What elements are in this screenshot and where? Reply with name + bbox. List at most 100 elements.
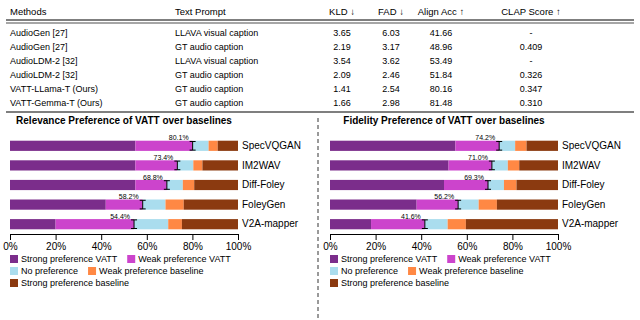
- table-cell: 0.326: [520, 70, 543, 80]
- chart-title: Relevance Preference of VATT over baseli…: [16, 115, 232, 126]
- y-tick: Diff-Foley: [558, 179, 605, 190]
- bar: [488, 180, 504, 190]
- y-tick-label: V2A-mapper: [562, 218, 619, 229]
- i-bar: [485, 181, 491, 190]
- i-bar: [131, 220, 137, 229]
- bar: [519, 160, 558, 170]
- table-cell: VATT-LLama-T (Ours): [10, 84, 98, 94]
- i-bar: [422, 220, 428, 229]
- y-tick: V2A-mapper: [558, 218, 619, 229]
- x-tick-mark: [147, 234, 148, 240]
- x-tick: 0%: [323, 234, 338, 252]
- i-bar-line: [422, 228, 428, 229]
- x-tick: 60%: [457, 234, 477, 252]
- chart-title: Fidelity Preference of VATT over baselin…: [343, 115, 545, 126]
- table-header: Text Prompt: [175, 6, 226, 17]
- bar: [499, 141, 515, 151]
- legend-entry: Strong preference VATT: [330, 254, 438, 264]
- table-cell: 41.66: [430, 28, 453, 38]
- table-cell: GT audio caption: [175, 98, 243, 108]
- table-rule: [6, 111, 634, 112]
- x-tick: 100%: [226, 234, 252, 252]
- legend-entry: Weak preference VATT: [447, 254, 551, 264]
- bar: [330, 160, 449, 170]
- plot-area: [330, 141, 558, 230]
- x-tick-mark: [558, 234, 559, 240]
- x-tick-label: 100%: [226, 241, 252, 252]
- i-bar-line: [190, 150, 196, 151]
- bar: [330, 200, 417, 210]
- bar: [193, 141, 209, 151]
- i-bar-line: [455, 200, 461, 201]
- divider: [318, 118, 319, 320]
- table-cell: VATT-Gemma-T (Ours): [10, 98, 103, 108]
- legend-swatch: [10, 255, 18, 263]
- annotations: 74.2%71.0%69.3%56.2%41.6%: [401, 134, 495, 219]
- table-header: FAD ↓: [378, 6, 404, 17]
- table-cell: 48.96: [430, 42, 453, 52]
- i-bar: [140, 200, 146, 209]
- annotation: 73.4%: [153, 154, 173, 161]
- y-tick: V2A-mapper: [238, 218, 299, 229]
- table-cell: 51.84: [430, 70, 453, 80]
- legend-label: Weak preference baseline: [419, 266, 523, 276]
- y-tick-label: FoleyGen: [562, 199, 605, 210]
- bar-series: [56, 141, 193, 230]
- i-bar-line: [131, 219, 137, 220]
- annotation: 71.0%: [468, 154, 488, 161]
- x-tick-label: 0%: [323, 241, 338, 252]
- x-tick: 40%: [412, 234, 432, 252]
- annotation: 58.2%: [119, 193, 139, 200]
- y-tick: FoleyGen: [558, 199, 605, 210]
- bar: [527, 141, 558, 151]
- bar: [425, 219, 448, 229]
- x-tick: 100%: [546, 234, 572, 252]
- i-bar: [455, 200, 461, 209]
- bar: [10, 180, 135, 190]
- bar: [134, 219, 168, 229]
- bar: [135, 160, 177, 170]
- bar: [56, 219, 134, 229]
- plot-area: [10, 141, 238, 230]
- table-cell: 2.19: [333, 42, 351, 52]
- y-tick: IM2WAV: [558, 160, 601, 171]
- table-cell: AudioGen [27]: [10, 28, 68, 38]
- bar: [371, 219, 425, 229]
- annotation: 56.2%: [434, 193, 454, 200]
- bar-series: [330, 141, 455, 230]
- bar: [193, 160, 202, 170]
- annotation: 54.4%: [110, 213, 130, 220]
- table-cell: 3.17: [382, 42, 400, 52]
- table-rule: [6, 23, 634, 24]
- bar-series: [425, 141, 515, 230]
- table: MethodsText PromptKLD ↓FAD ↓Align Acc ↑C…: [6, 6, 634, 112]
- legend-swatch: [88, 267, 96, 275]
- i-bar-line: [174, 169, 180, 170]
- table-header: Methods: [10, 6, 47, 17]
- y-axis: SpecVQGANIM2WAVDiff-FoleyFoleyGenV2A-map…: [238, 140, 301, 229]
- bar-series: [448, 141, 527, 230]
- table-cell: 2.46: [382, 70, 400, 80]
- bar: [184, 200, 238, 210]
- legend-label: Weak preference VATT: [458, 254, 551, 264]
- i-bar-line: [422, 219, 428, 220]
- i-bar-line: [458, 200, 459, 209]
- table-cell: 2.54: [382, 84, 400, 94]
- table-cell: 2.98: [382, 98, 400, 108]
- x-tick-label: 60%: [457, 241, 477, 252]
- i-bar-line: [455, 208, 461, 209]
- annotation: 80.1%: [169, 134, 189, 141]
- i-bar-line: [496, 141, 502, 142]
- x-tick-mark: [330, 234, 331, 240]
- bar: [143, 200, 166, 210]
- y-tick-label: Diff-Foley: [242, 179, 285, 190]
- bar: [182, 219, 238, 229]
- bar: [10, 160, 135, 170]
- legend-label: Strong preference baseline: [341, 278, 449, 288]
- bar: [455, 141, 499, 151]
- y-tick-label: SpecVQGAN: [242, 140, 301, 151]
- bar: [218, 141, 238, 151]
- x-tick: 80%: [183, 234, 203, 252]
- x-tick-mark: [512, 234, 513, 240]
- bar: [517, 180, 558, 190]
